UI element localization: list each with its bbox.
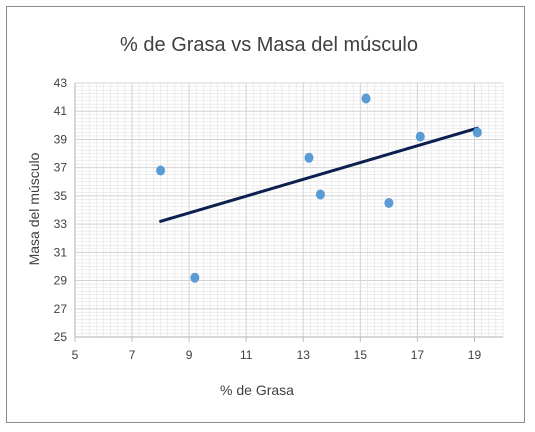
x-tick-label: 5 xyxy=(72,348,79,362)
x-tick-label: 7 xyxy=(129,348,136,362)
y-axis-title: Masa del músculo xyxy=(26,152,42,265)
y-tick-label: 43 xyxy=(54,76,68,90)
data-point xyxy=(384,197,394,208)
data-point xyxy=(190,272,200,283)
chart-title: % de Grasa vs Masa del músculo xyxy=(120,34,418,56)
trendline xyxy=(159,126,479,223)
points-group xyxy=(156,93,482,283)
trendline-group xyxy=(159,126,479,223)
y-tick-label: 35 xyxy=(54,189,68,203)
y-tick-label: 29 xyxy=(54,274,68,288)
x-tick-label: 17 xyxy=(411,348,425,362)
y-tick-label: 33 xyxy=(54,217,68,231)
grid xyxy=(74,82,504,338)
y-tick-label: 39 xyxy=(54,132,68,146)
tick-labels: 5 7 9 11 13 15 17 19 25 27 29 31 33 35 37 39 41 43 xyxy=(54,76,482,362)
chart-frame: % de Grasa vs Masa del músculo 5 7 9 11 13 15… xyxy=(6,6,525,423)
x-tick-label: 13 xyxy=(297,348,311,362)
y-tick-label: 37 xyxy=(54,161,68,175)
x-tick-label: 11 xyxy=(240,348,253,362)
x-tick-label: 19 xyxy=(468,348,482,362)
x-tick-label: 15 xyxy=(354,348,368,362)
data-point xyxy=(315,189,325,200)
data-point xyxy=(472,127,482,138)
y-tick-label: 25 xyxy=(54,330,68,344)
data-point xyxy=(304,152,314,163)
y-tick-label: 31 xyxy=(54,245,68,259)
data-point xyxy=(156,165,166,176)
data-point xyxy=(361,93,371,104)
axes xyxy=(74,83,503,342)
x-axis-title: % de Grasa xyxy=(220,382,294,398)
y-tick-label: 27 xyxy=(54,302,68,316)
scatter-chart: % de Grasa vs Masa del músculo 5 7 9 11 13 15… xyxy=(26,34,504,398)
x-tick-label: 9 xyxy=(186,348,193,362)
y-tick-label: 41 xyxy=(54,104,68,118)
data-point xyxy=(415,131,425,142)
